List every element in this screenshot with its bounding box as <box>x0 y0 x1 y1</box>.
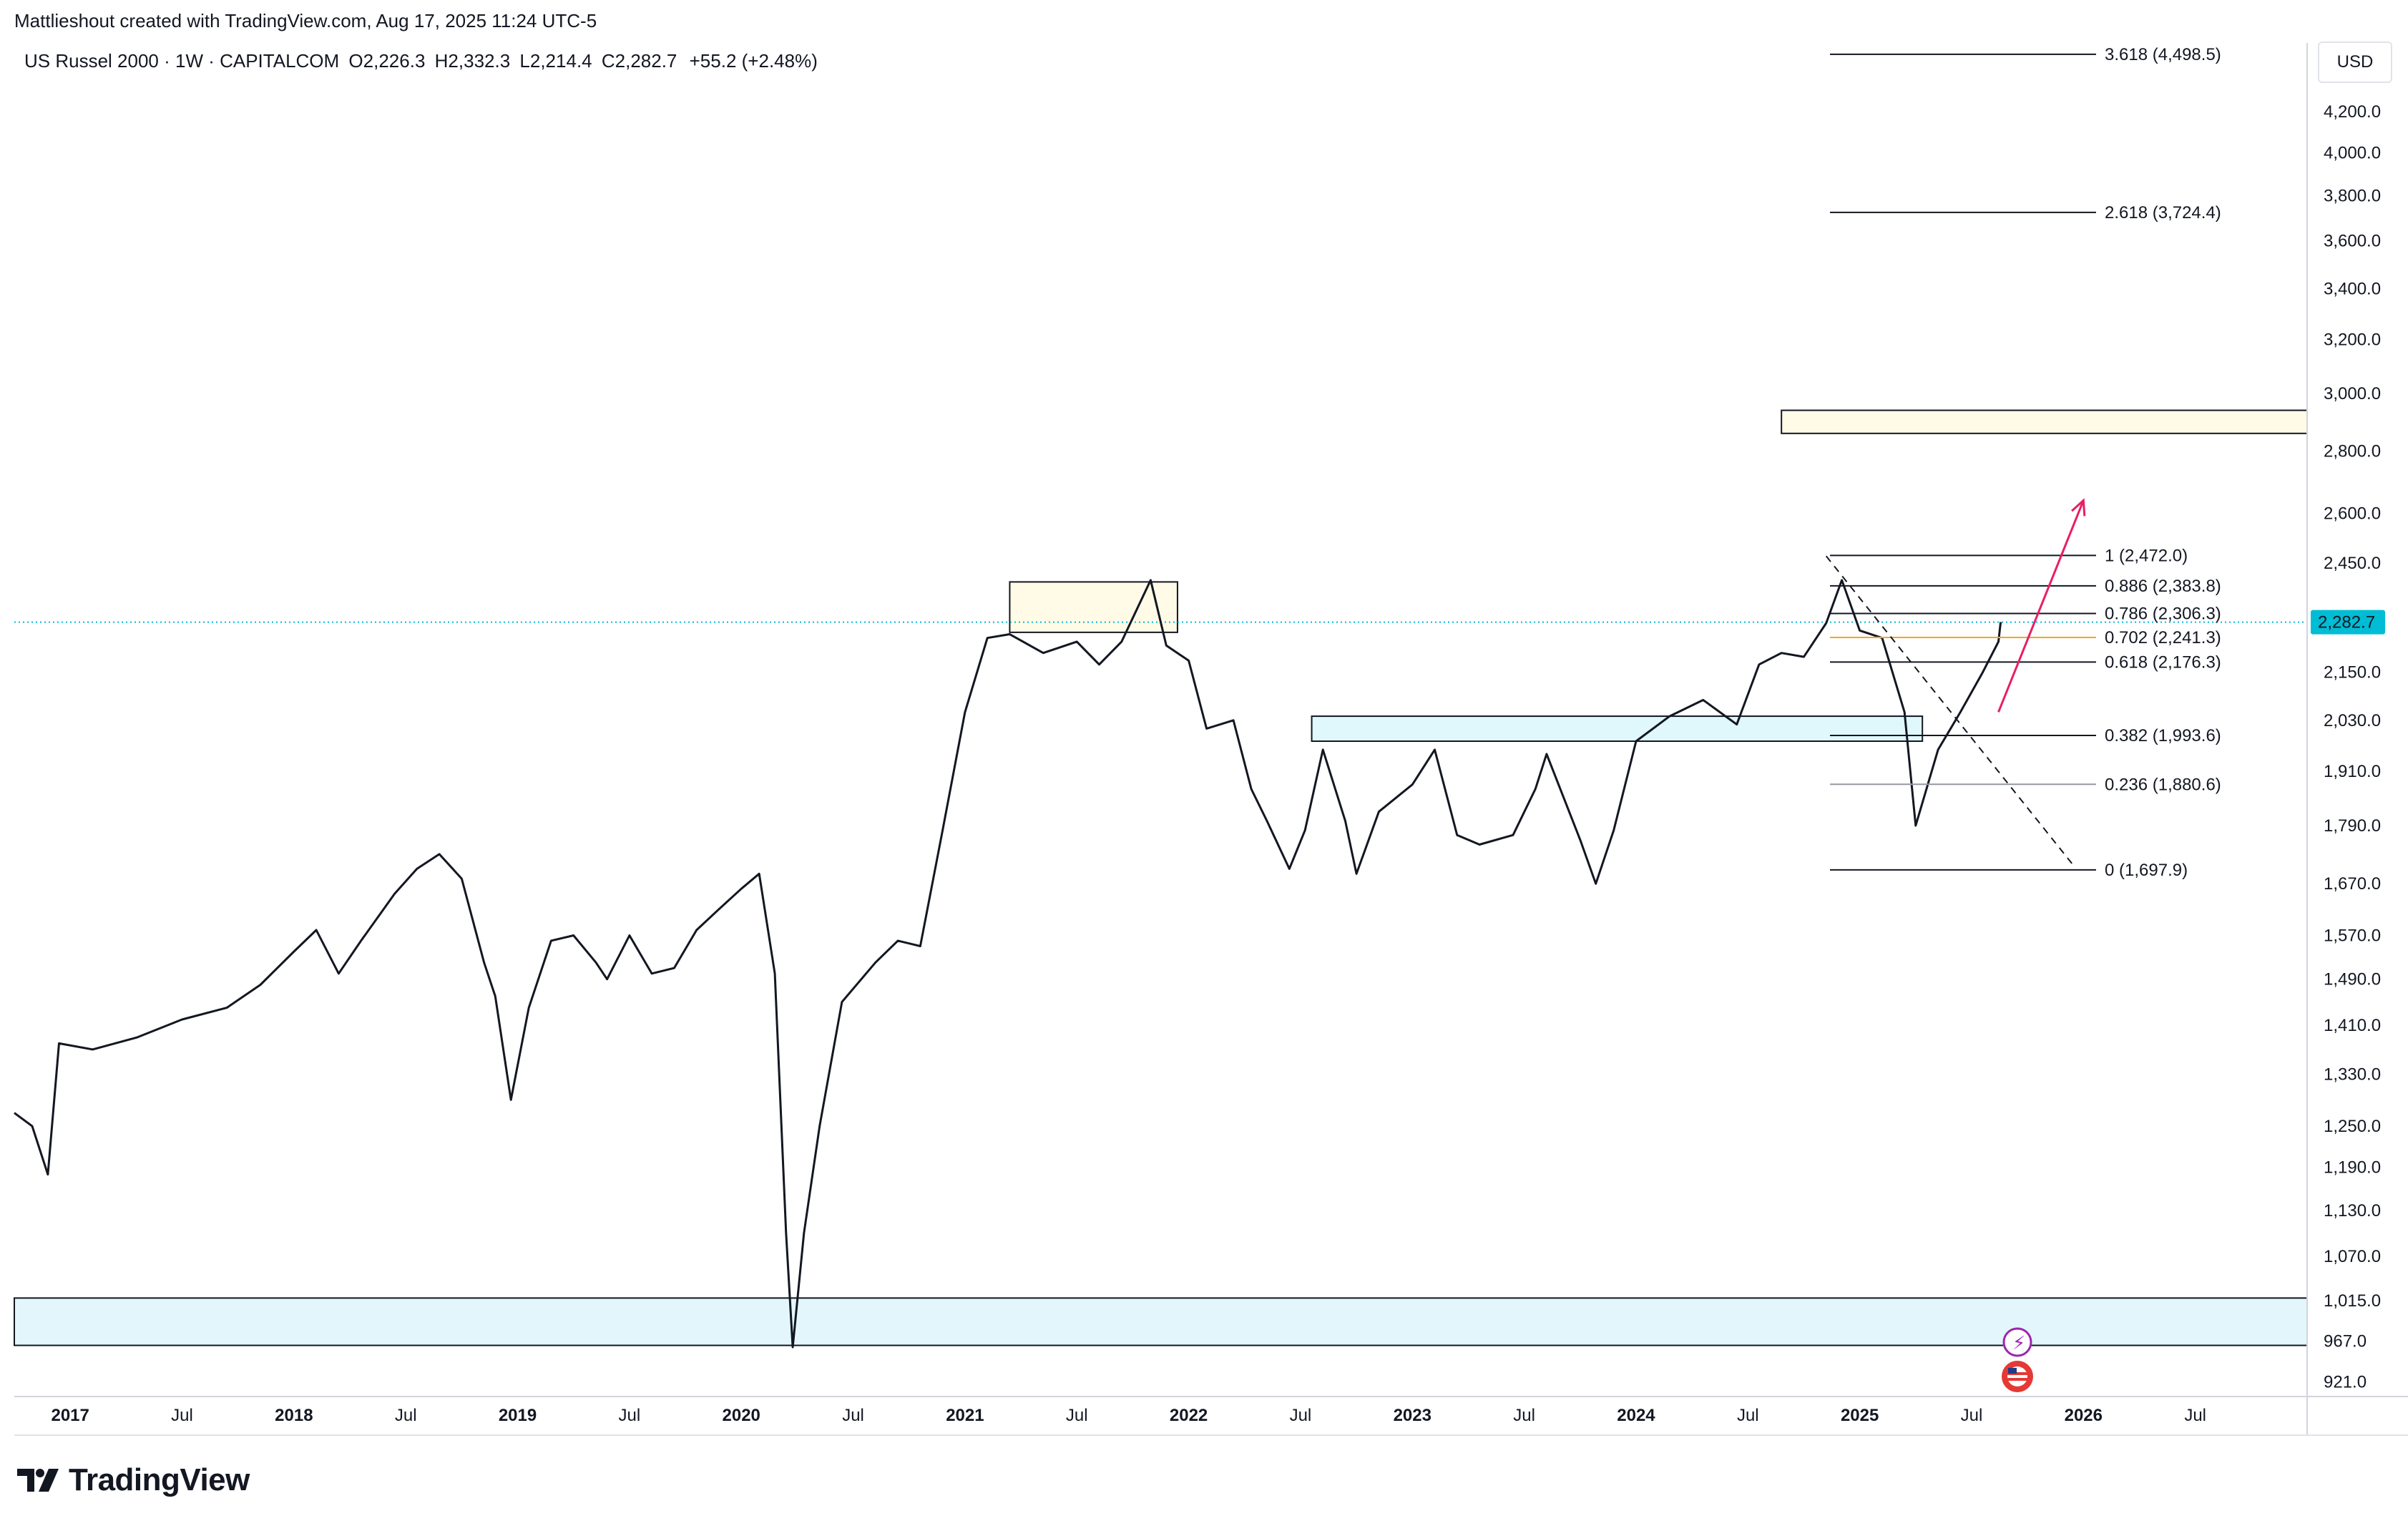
price-tick-label: 1,490.0 <box>2324 970 2381 989</box>
price-tick-label: 1,790.0 <box>2324 816 2381 836</box>
drawings-layer <box>1825 498 2086 865</box>
time-tick-label: 2021 <box>946 1406 984 1425</box>
current-price-tag-bg <box>2311 610 2385 635</box>
price-tick-label: 1,910.0 <box>2324 762 2381 781</box>
fib-level-label-0.236: 0.236 (1,880.6) <box>2105 775 2221 794</box>
time-tick-label: 2020 <box>723 1406 760 1425</box>
price-tick-label: 3,200.0 <box>2324 330 2381 349</box>
price-tick-label: 1,570.0 <box>2324 926 2381 945</box>
lightning-event-icon[interactable]: ⚡ <box>2002 1327 2032 1357</box>
svg-text:⚡: ⚡ <box>2012 1333 2025 1354</box>
price-tick-label: 1,250.0 <box>2324 1117 2381 1136</box>
support-zone <box>1311 715 1924 743</box>
attribution-text: Mattlieshout created with TradingView.co… <box>14 10 597 31</box>
price-tick-label: 1,670.0 <box>2324 874 2381 894</box>
current-price-tag: 2,282.7 <box>2311 610 2385 635</box>
price-tick-label: 2,150.0 <box>2324 663 2381 683</box>
time-tick-label: Jul <box>619 1406 641 1425</box>
fib-level-label-0.382: 0.382 (1,993.6) <box>2105 726 2221 745</box>
high-value: 2,332.3 <box>448 50 511 72</box>
us-flag-event-icon[interactable] <box>2002 1361 2033 1392</box>
time-tick-label: Jul <box>1066 1406 1088 1425</box>
time-tick-label: 2026 <box>2065 1406 2103 1425</box>
open-label: O <box>348 50 363 72</box>
time-tick-label: Jul <box>1290 1406 1312 1425</box>
fib-level-label-0.702: 0.702 (2,241.3) <box>2105 628 2221 647</box>
fib-level-label-0.886: 0.886 (2,383.8) <box>2105 577 2221 596</box>
time-tick-label: Jul <box>842 1406 864 1425</box>
price-tick-label: 1,330.0 <box>2324 1065 2381 1085</box>
tradingview-logo-icon <box>17 1469 59 1492</box>
price-tick-label: 3,800.0 <box>2324 186 2381 205</box>
series-layer <box>14 579 2002 1349</box>
time-tick-label: 2018 <box>275 1406 313 1425</box>
time-tick-label: Jul <box>1737 1406 1759 1425</box>
time-tick-label: 2025 <box>1841 1406 1879 1425</box>
open-value: 2,226.3 <box>363 50 426 72</box>
price-tick-label: 4,000.0 <box>2324 143 2381 162</box>
price-tick-label: 2,600.0 <box>2324 504 2381 523</box>
price-tick-label: 3,000.0 <box>2324 384 2381 404</box>
price-tick-label: 3,600.0 <box>2324 232 2381 251</box>
time-axis[interactable]: 2017 Jul 2018 Jul 2019 Jul 2020 Jul 2021 Jul 2022 J… <box>51 1406 2206 1425</box>
fib-level-label-0: 0 (1,697.9) <box>2105 861 2188 880</box>
close-value: 2,282.7 <box>615 50 677 72</box>
price-tick-label: 1,130.0 <box>2324 1201 2381 1221</box>
price-tick-label: 2,450.0 <box>2324 554 2381 573</box>
price-axis[interactable]: 4,200.0 4,000.0 3,800.0 3,600.0 3,400.0 3,200… <box>2324 102 2381 1392</box>
high-label: H <box>434 50 449 72</box>
time-tick-label: Jul <box>395 1406 417 1425</box>
price-tick-label: 1,410.0 <box>2324 1016 2381 1035</box>
price-tick-label: 921.0 <box>2324 1372 2367 1392</box>
fib-level-label-1: 1 (2,472.0) <box>2105 546 2188 565</box>
close-label: C <box>601 50 615 72</box>
time-tick-label: 2017 <box>51 1406 89 1425</box>
low-value: 2,214.4 <box>529 50 592 72</box>
price-tick-label: 967.0 <box>2324 1331 2367 1351</box>
price-tick-label: 1,015.0 <box>2324 1291 2381 1311</box>
trend-arrow-shaft <box>1997 499 2085 713</box>
zones-layer <box>14 409 2308 1346</box>
fib-level-label-0.618: 0.618 (2,176.3) <box>2105 652 2221 672</box>
price-tick-label: 3,400.0 <box>2324 279 2381 298</box>
time-tick-label: 2023 <box>1394 1406 1431 1425</box>
price-tick-label: 2,800.0 <box>2324 442 2381 461</box>
demand-zone <box>14 1297 2308 1346</box>
currency-selector[interactable]: USD <box>2318 41 2392 83</box>
supply-zone <box>1009 581 1178 633</box>
symbol-legend: US Russel 2000 · 1W · CAPITALCOM O2,226.… <box>24 50 818 72</box>
dashed-trendline <box>1825 555 2073 865</box>
target-zone <box>1781 409 2308 434</box>
change-value: +55.2 (+2.48%) <box>689 50 818 72</box>
fib-level-label-2.618: 2.618 (3,724.4) <box>2105 203 2221 222</box>
current-price-tag-text: 2,282.7 <box>2318 613 2375 632</box>
time-tick-label: Jul <box>1961 1406 1983 1425</box>
time-tick-label: 2024 <box>1617 1406 1655 1425</box>
tradingview-wordmark: TradingView <box>69 1462 250 1497</box>
price-tick-label: 2,030.0 <box>2324 711 2381 730</box>
time-tick-label: Jul <box>171 1406 193 1425</box>
fib-level-label-3.618: 3.618 (4,498.5) <box>2105 45 2221 64</box>
time-tick-label: Jul <box>2184 1406 2206 1425</box>
fibonacci-extension[interactable]: 3.618 (4,498.5) 2.618 (3,724.4) 1 (2,472.0… <box>1830 45 2221 880</box>
time-tick-label: Jul <box>1513 1406 1535 1425</box>
low-label: L <box>519 50 530 72</box>
tradingview-logo[interactable]: TradingView <box>16 1462 250 1498</box>
price-tick-label: 1,190.0 <box>2324 1158 2381 1178</box>
fib-level-label-0.786: 0.786 (2,306.3) <box>2105 605 2221 624</box>
price-tick-label: 4,200.0 <box>2324 102 2381 122</box>
time-tick-label: 2022 <box>1170 1406 1208 1425</box>
symbol-name[interactable]: US Russel 2000 · 1W · CAPITALCOM <box>24 50 340 72</box>
price-series-0 <box>14 579 2002 1349</box>
time-tick-label: 2019 <box>499 1406 537 1425</box>
trend-arrow-head <box>2071 498 2086 517</box>
price-tick-label: 1,070.0 <box>2324 1247 2381 1266</box>
